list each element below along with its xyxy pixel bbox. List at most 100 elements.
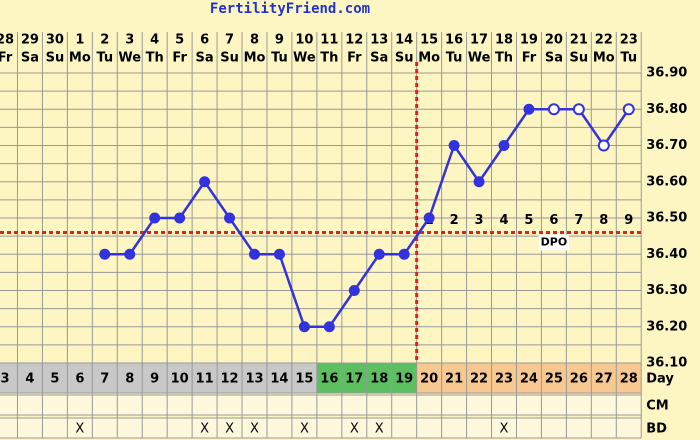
cycle-day-cell xyxy=(391,363,417,393)
cycle-day-label: 3 xyxy=(0,372,9,387)
cycle-day-cell xyxy=(316,363,342,393)
bd-row xyxy=(0,418,642,438)
date-label: 10 xyxy=(295,33,313,48)
bd-mark: X xyxy=(75,422,84,437)
weekday-label: Su xyxy=(570,51,589,66)
dpo-number: 6 xyxy=(549,213,558,228)
temperature-line xyxy=(104,108,630,328)
weekday-label: Th xyxy=(320,51,338,66)
cycle-day-cell xyxy=(591,363,617,393)
weekday-label: Su xyxy=(220,51,239,66)
dpo-number: 4 xyxy=(499,213,508,228)
date-label: 2 xyxy=(100,33,109,48)
temperature-point xyxy=(298,321,310,333)
chart-title: FertilityFriend.com xyxy=(210,1,370,17)
temperature-point xyxy=(124,248,136,260)
dpo-number: 5 xyxy=(524,213,533,228)
cycle-day-label: 21 xyxy=(445,372,463,387)
temperature-point xyxy=(398,248,410,260)
cycle-day-label: 20 xyxy=(420,372,438,387)
cycle-day-cell xyxy=(541,363,567,393)
date-label: 14 xyxy=(395,33,413,48)
date-label: 5 xyxy=(175,33,184,48)
y-tick-label: 36.90 xyxy=(646,66,687,81)
cycle-day-label: 17 xyxy=(345,372,363,387)
temperature-point xyxy=(498,140,510,151)
date-label: 3 xyxy=(125,33,134,48)
cycle-day-cell xyxy=(416,363,442,393)
temperature-point xyxy=(572,103,585,116)
weekday-label: Mo xyxy=(244,51,266,66)
cycle-day-label: 10 xyxy=(171,372,189,387)
cycle-day-label: 26 xyxy=(570,372,588,387)
date-label: 17 xyxy=(470,33,488,48)
cycle-day-cell xyxy=(192,363,218,393)
cycle-day-cell xyxy=(67,363,93,393)
date-label: 30 xyxy=(46,33,64,48)
date-label: 8 xyxy=(250,33,259,48)
cycle-day-label: 4 xyxy=(25,372,34,387)
weekday-label: We xyxy=(293,51,316,66)
weekday-label: Fr xyxy=(172,51,187,66)
cycle-day-cell xyxy=(516,363,542,393)
cycle-day-label: 13 xyxy=(245,372,263,387)
cycle-day-label: 14 xyxy=(270,372,288,387)
y-tick-label: 36.50 xyxy=(646,211,687,226)
weekday-label: Fr xyxy=(522,51,537,66)
date-label: 9 xyxy=(275,33,284,48)
cycle-day-cell xyxy=(117,363,143,393)
cycle-day-label: 11 xyxy=(196,372,214,387)
weekday-label: Sa xyxy=(370,51,388,66)
weekday-label: Su xyxy=(46,51,65,66)
date-label: 23 xyxy=(620,33,638,48)
bd-mark: X xyxy=(300,422,309,437)
dpo-number: 2 xyxy=(450,213,459,228)
weekday-label: Sa xyxy=(545,51,563,66)
cycle-day-label: 7 xyxy=(100,372,109,387)
row-label: BD xyxy=(646,422,667,437)
temperature-point xyxy=(547,103,560,116)
temperature-point xyxy=(99,248,111,260)
weekday-label: Mo xyxy=(593,51,615,66)
temperature-point xyxy=(622,103,635,116)
cycle-day-cell xyxy=(616,363,642,393)
cycle-day-cell xyxy=(167,363,193,393)
bd-mark: X xyxy=(500,422,509,437)
weekday-label: Mo xyxy=(418,51,440,66)
cycle-day-label: 16 xyxy=(320,372,338,387)
weekday-label: Sa xyxy=(21,51,39,66)
date-label: 22 xyxy=(595,33,613,48)
weekday-label: Fr xyxy=(0,51,13,66)
temperature-point xyxy=(473,176,485,188)
cm-row xyxy=(0,395,642,415)
weekday-label: Tu xyxy=(620,51,637,66)
date-label: 15 xyxy=(420,33,438,48)
date-label: 1 xyxy=(75,33,84,48)
temperature-point xyxy=(597,139,610,152)
temperature-point xyxy=(348,285,360,296)
dpo-label: DPO xyxy=(541,236,568,249)
dpo-number: 7 xyxy=(574,213,583,228)
cycle-day-cell xyxy=(441,363,467,393)
date-label: 13 xyxy=(370,33,388,48)
cycle-day-cell xyxy=(17,363,43,393)
temperature-point xyxy=(523,103,535,115)
cycle-day-cell xyxy=(266,363,292,393)
cycle-day-label: 18 xyxy=(370,372,388,387)
cycle-day-label: 22 xyxy=(470,372,488,387)
date-label: 16 xyxy=(445,33,463,48)
y-tick-label: 36.60 xyxy=(646,174,687,189)
date-label: 4 xyxy=(150,33,159,48)
cycle-day-label: 9 xyxy=(150,372,159,387)
temperature-point xyxy=(323,321,335,333)
date-label: 12 xyxy=(345,33,363,48)
weekday-label: Tu xyxy=(271,51,288,66)
temperature-point xyxy=(373,248,385,260)
bd-mark: X xyxy=(250,422,259,437)
cycle-day-label: 19 xyxy=(395,372,413,387)
temperature-point xyxy=(448,140,460,151)
date-label: 18 xyxy=(495,33,513,48)
cycle-day-label: 27 xyxy=(595,372,613,387)
cycle-day-cell xyxy=(366,363,392,393)
